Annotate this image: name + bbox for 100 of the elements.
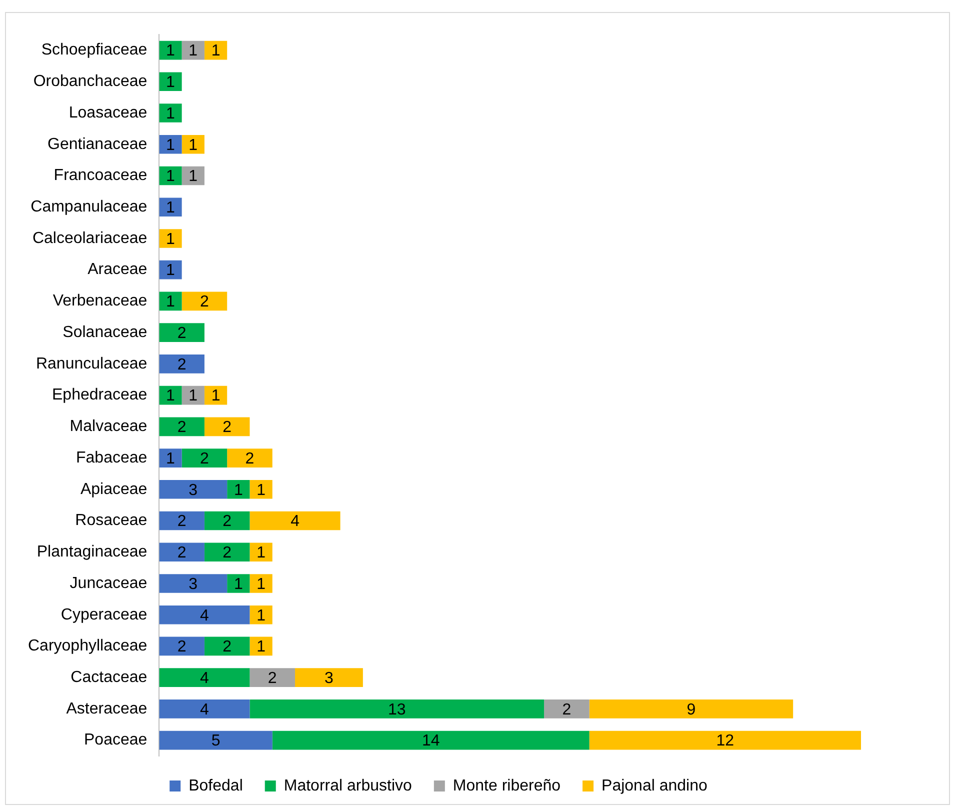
- bar: [159, 636, 204, 656]
- data-label: 1: [166, 105, 176, 122]
- bar: [204, 417, 250, 436]
- bar: [159, 574, 228, 593]
- y-tick-label: Gentianaceae: [48, 136, 148, 153]
- data-label: 2: [222, 544, 232, 562]
- data-label: 2: [177, 324, 186, 342]
- data-label: 4: [200, 701, 210, 718]
- bar: [250, 605, 272, 624]
- bar: [159, 700, 250, 718]
- data-label: 3: [324, 670, 334, 687]
- data-label: 1: [166, 230, 176, 248]
- data-label: 2: [222, 419, 232, 436]
- bar: [182, 134, 204, 154]
- data-label: 5: [211, 732, 220, 750]
- data-label: 3: [188, 576, 198, 593]
- bar: [544, 700, 590, 718]
- data-label: 4: [200, 670, 210, 687]
- bar: [159, 354, 204, 374]
- bar: [159, 668, 250, 687]
- bar: [159, 260, 182, 280]
- bar: [250, 700, 544, 718]
- data-label: 1: [256, 576, 266, 593]
- bar: [250, 511, 340, 530]
- y-tick-label: Campanulaceae: [30, 198, 148, 216]
- y-tick-label: Calceolariaceae: [32, 230, 148, 247]
- data-label: 1: [256, 482, 266, 499]
- data-label: 1: [166, 294, 176, 311]
- y-tick-label: Fabaceae: [76, 449, 148, 466]
- bar: [159, 166, 182, 186]
- data-label: 1: [166, 74, 176, 92]
- bar: [589, 700, 794, 718]
- data-label: 2: [222, 513, 232, 530]
- data-label: 1: [166, 262, 176, 280]
- legend-label: Monte ribereño: [452, 777, 561, 794]
- data-label: 12: [716, 732, 734, 750]
- y-tick-label: Ranunculaceae: [36, 355, 148, 372]
- data-label: 4: [200, 607, 210, 624]
- data-label: 2: [177, 356, 186, 374]
- bar: [250, 668, 296, 687]
- data-label: 1: [256, 638, 266, 656]
- data-label: 1: [211, 388, 220, 405]
- y-tick-label: Apiaceae: [80, 480, 148, 498]
- data-label: 2: [177, 513, 186, 530]
- data-label: 14: [422, 732, 440, 750]
- data-label: 2: [245, 450, 254, 468]
- bar: [159, 323, 204, 342]
- bar: [250, 574, 272, 593]
- bar: [182, 448, 228, 468]
- data-label: 13: [388, 701, 406, 718]
- y-tick-label: Plantaginaceae: [36, 544, 148, 561]
- legend-label: Bofedal: [188, 777, 243, 794]
- legend-label: Pajonal andino: [602, 777, 708, 794]
- bar: [204, 386, 228, 405]
- bar: [159, 542, 204, 562]
- data-label: 1: [256, 607, 266, 624]
- y-tick-label: Rosaceae: [75, 512, 148, 530]
- y-tick-label: Poaceae: [84, 732, 148, 749]
- data-label: 1: [188, 42, 198, 60]
- y-tick-label: Cactaceae: [70, 668, 148, 686]
- data-label: 2: [200, 294, 210, 311]
- data-label: 2: [268, 670, 277, 687]
- bar: [204, 542, 250, 562]
- bar: [204, 40, 228, 60]
- data-label: 4: [290, 513, 300, 530]
- data-label: 1: [188, 168, 198, 186]
- data-label: 1: [166, 450, 176, 468]
- bar: [250, 480, 272, 499]
- bar: [227, 480, 250, 499]
- bar: [159, 417, 204, 436]
- data-label: 2: [562, 701, 572, 718]
- data-label: 9: [686, 701, 696, 718]
- y-tick-label: Malvaceae: [70, 418, 148, 436]
- data-label: 1: [188, 136, 198, 154]
- bar: [295, 668, 363, 687]
- data-label: 1: [166, 388, 176, 405]
- bar: [159, 229, 182, 248]
- bar: [159, 730, 272, 750]
- bar: [227, 448, 272, 468]
- y-tick-label: Orobanchaceae: [33, 73, 148, 90]
- data-label: 1: [166, 42, 176, 60]
- data-label: 1: [166, 136, 176, 154]
- bar: [589, 730, 861, 750]
- bar: [159, 292, 182, 311]
- bar: [159, 605, 250, 624]
- y-tick-label: Juncaceae: [70, 574, 148, 592]
- legend-label: Matorral arbustivo: [284, 777, 412, 794]
- bar: [182, 292, 228, 311]
- bar: [159, 386, 182, 405]
- bar: [227, 574, 250, 593]
- data-label: 1: [166, 168, 176, 186]
- y-tick-label: Araceae: [88, 261, 148, 278]
- bar: [159, 511, 204, 530]
- bar: [272, 730, 590, 750]
- bar: [159, 104, 182, 122]
- y-tick-label: Asteraceae: [66, 700, 148, 718]
- y-tick-label: Caryophyllaceae: [28, 638, 148, 655]
- data-label: 2: [200, 450, 210, 468]
- data-label: 3: [188, 482, 198, 499]
- bar: [159, 480, 228, 499]
